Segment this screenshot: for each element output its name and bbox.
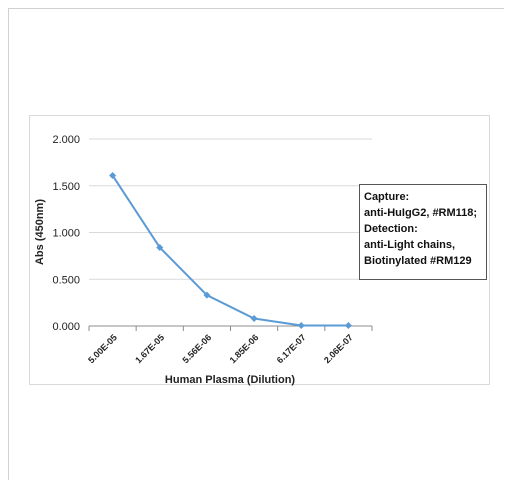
series-line (111, 174, 349, 327)
legend-line: anti-Light chains, (364, 239, 456, 251)
x-tick-label: 1.67E-05 (133, 332, 166, 365)
data-point (250, 315, 258, 323)
x-tick-label: 6.17E-07 (275, 332, 308, 365)
y-tick-label: 1.500 (52, 181, 80, 193)
y-axis-title: Abs (450nm) (34, 199, 46, 265)
legend-line: Detection: (364, 223, 418, 235)
document-frame (8, 8, 504, 480)
y-tick-label: 0.500 (52, 274, 80, 286)
y-tick-label: 0.000 (52, 321, 80, 333)
x-axis-title: Human Plasma (Dilution) (165, 374, 296, 386)
x-tick-label: 2.06E-07 (322, 332, 355, 365)
x-tick-label: 5.00E-05 (86, 332, 119, 365)
data-point (297, 322, 305, 330)
y-tick-label: 2.000 (52, 134, 80, 146)
data-point (203, 291, 211, 299)
legend-box: Capture: anti-HuIgG2, #RM118; Detection:… (359, 184, 487, 280)
data-point (156, 243, 164, 251)
legend-line: anti-HuIgG2, #RM118; (364, 207, 478, 219)
legend-line: Biotinylated #RM129 (364, 255, 472, 267)
legend-line: Capture: (364, 191, 410, 203)
y-tick-label: 1.000 (52, 228, 80, 240)
x-tick-label: 5.56E-06 (180, 332, 213, 365)
data-point (344, 322, 352, 330)
x-tick-label: 1.85E-06 (228, 332, 261, 365)
data-point (109, 171, 117, 179)
